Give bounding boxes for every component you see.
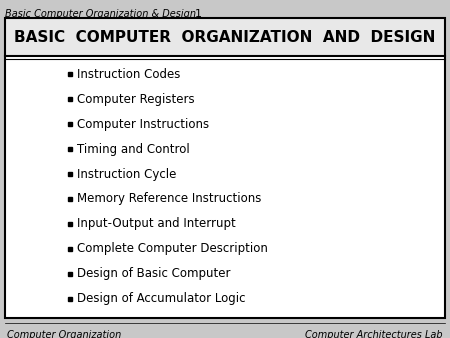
Text: Computer Architectures Lab: Computer Architectures Lab [306, 330, 443, 338]
Bar [5, 56, 445, 318]
Text: Computer Organization: Computer Organization [7, 330, 121, 338]
Text: Input-Output and Interrupt: Input-Output and Interrupt [77, 217, 236, 231]
Text: Design of Basic Computer: Design of Basic Computer [77, 267, 230, 280]
Text: Timing and Control: Timing and Control [77, 143, 190, 156]
Text: Instruction Cycle: Instruction Cycle [77, 168, 176, 180]
Text: Computer Instructions: Computer Instructions [77, 118, 209, 131]
Bar [5, 18, 445, 56]
Text: BASIC  COMPUTER  ORGANIZATION  AND  DESIGN: BASIC COMPUTER ORGANIZATION AND DESIGN [14, 29, 436, 45]
Text: Computer Registers: Computer Registers [77, 93, 194, 106]
Text: 1: 1 [195, 9, 202, 19]
Text: Memory Reference Instructions: Memory Reference Instructions [77, 192, 261, 206]
Bar [5, 18, 445, 318]
Text: Instruction Codes: Instruction Codes [77, 68, 180, 81]
Text: Complete Computer Description: Complete Computer Description [77, 242, 268, 255]
Text: Design of Accumulator Logic: Design of Accumulator Logic [77, 292, 246, 305]
Text: Basic Computer Organization & Design: Basic Computer Organization & Design [5, 9, 196, 19]
